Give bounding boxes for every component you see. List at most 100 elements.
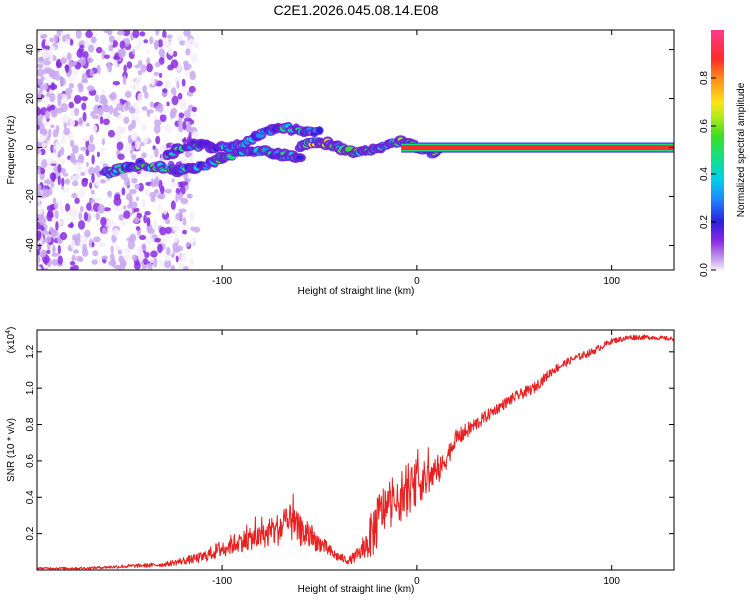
snr-y-multiplier-exp: 4	[5, 330, 12, 334]
spectrogram-speckle	[147, 227, 155, 235]
spectrogram-speckle	[118, 214, 125, 221]
spectrogram-speckle	[97, 242, 106, 248]
spectrogram-speckle	[122, 74, 127, 85]
spectrogram-speckle	[123, 64, 127, 73]
spectrogram-speckle	[145, 235, 154, 245]
snr-y-tick-label: 1.0	[25, 381, 36, 395]
spectrogram-speckle	[103, 30, 110, 34]
spectrogram-speckle	[154, 79, 158, 84]
spectrogram-speckle	[143, 39, 149, 44]
spectrogram-speckle	[74, 94, 82, 104]
spectrogram-speckle	[82, 51, 89, 59]
spectrogram-speckle	[39, 123, 45, 134]
spectrogram-speckle	[170, 59, 179, 69]
spectrogram-speckle	[41, 142, 47, 148]
spectrogram-speckle	[165, 232, 171, 239]
spectrogram-speckle	[189, 156, 194, 162]
spectrogram-speckle	[107, 62, 113, 73]
snr-y-ticks: 0.2 0.4 0.6 0.8 1.0 1.2	[25, 344, 674, 541]
spectrogram-speckle	[52, 197, 57, 205]
spectrogram-y-tick-label: 0	[25, 144, 36, 150]
spectrogram-speckle	[112, 228, 119, 237]
spectrogram-speckle	[138, 39, 143, 45]
spectrogram-speckle	[153, 71, 160, 76]
colorbar-ticks: 0.0 0.2 0.4 0.6 0.8	[699, 71, 716, 277]
spectrogram-speckle	[125, 142, 133, 152]
spectrogram-speckle	[64, 178, 70, 185]
spectrogram-speckle	[89, 181, 93, 189]
spectrogram-speckle	[184, 40, 192, 49]
spectrogram-speckle	[144, 91, 149, 99]
spectrogram-speckle	[121, 187, 126, 196]
spectrogram-speckle	[183, 30, 191, 37]
spectrogram-speckle	[59, 232, 68, 241]
spectrogram-speckle	[132, 30, 140, 39]
spectrogram-speckle	[66, 38, 71, 46]
spectrogram-speckle	[146, 111, 151, 117]
spectrogram-speckle	[188, 38, 194, 44]
spectrogram-speckle	[153, 257, 158, 268]
spectrogram-speckle	[80, 146, 88, 151]
spectrogram-speckle	[157, 39, 164, 48]
spectrogram-speckle	[69, 39, 74, 46]
spectrogram-speckle	[84, 39, 90, 49]
spectrogram-speckle	[38, 157, 43, 164]
spectrogram-speckle	[90, 124, 98, 133]
snr-y-multiplier-base: (x10	[6, 333, 17, 353]
spectrogram-speckle	[114, 36, 121, 42]
spectrogram-speckle	[89, 198, 96, 204]
spectrogram-speckle	[185, 241, 191, 247]
spectrogram-speckle	[181, 78, 186, 87]
spectrogram-speckle	[68, 101, 74, 109]
spectrogram-speckle	[57, 163, 62, 173]
spectrogram-speckle	[37, 106, 41, 116]
spectrogram-speckle	[134, 64, 141, 69]
colorbar-tick-label: 0.6	[699, 119, 710, 133]
spectrogram-speckle	[166, 93, 174, 99]
spectrogram-speckle	[166, 101, 170, 107]
spectrogram-speckle	[164, 124, 173, 134]
snr-series-line	[37, 334, 674, 570]
spectrogram-speckle	[130, 130, 138, 141]
spectrogram-speckle	[84, 229, 91, 238]
spectrogram-speckle	[73, 60, 77, 66]
spectrogram-speckle	[91, 259, 98, 265]
spectrogram-speckle	[50, 183, 55, 188]
spectrogram-speckle	[65, 33, 70, 40]
spectrogram-speckle	[56, 60, 62, 69]
spectrogram-speckle	[78, 84, 84, 93]
spectrogram-speckle	[50, 69, 57, 80]
spectrogram-speckle	[153, 189, 160, 194]
spectrogram-speckle	[192, 130, 198, 138]
spectrogram-speckle	[71, 144, 79, 154]
colorbar-tick-label: 0.2	[699, 215, 710, 229]
spectrogram-speckle	[69, 139, 75, 148]
colorbar: 0.0 0.2 0.4 0.6 0.8 Normalized spectral ampl…	[699, 30, 747, 277]
spectrogram-speckle	[118, 49, 125, 59]
spectrogram-speckle	[49, 37, 54, 43]
spectrogram-speckle	[47, 209, 54, 219]
spectrogram-speckle	[68, 59, 73, 70]
snr-plot-area	[36, 329, 675, 571]
spectrogram-speckle	[49, 45, 56, 52]
spectrogram-speckle	[99, 116, 104, 125]
spectrogram-speckle	[82, 136, 90, 142]
spectrogram-speckle	[98, 256, 103, 265]
spectrogram-speckle	[63, 127, 71, 136]
spectrogram-speckle	[159, 114, 167, 123]
spectrogram-speckle	[173, 234, 178, 243]
spectrogram-speckle	[159, 226, 167, 236]
spectrogram-speckle	[74, 197, 80, 204]
spectrogram-speckle	[124, 90, 132, 99]
spectrogram-speckle	[187, 193, 193, 199]
spectrogram-speckle	[167, 47, 173, 55]
spectrogram-speckle	[170, 200, 176, 210]
spectrogram-speckle	[131, 77, 135, 84]
spectrogram-speckle	[86, 57, 94, 63]
spectrogram-speckle	[86, 85, 95, 92]
spectrogram-speckle	[54, 210, 59, 220]
spectrogram-speckle	[69, 117, 76, 128]
spectrogram-speckle	[60, 57, 67, 64]
snr-x-tick-label: 0	[414, 576, 420, 587]
spectrogram-speckle	[37, 57, 45, 64]
